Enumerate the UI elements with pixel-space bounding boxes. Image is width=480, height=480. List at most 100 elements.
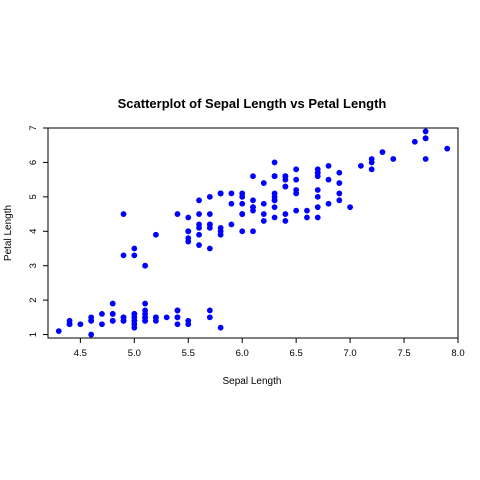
data-point bbox=[422, 156, 429, 162]
data-point bbox=[336, 169, 343, 176]
data-point bbox=[347, 204, 354, 211]
data-point bbox=[411, 138, 418, 145]
data-point bbox=[368, 166, 375, 173]
data-point bbox=[336, 190, 343, 197]
y-tick-label: 2 bbox=[28, 297, 39, 302]
data-point bbox=[390, 156, 397, 162]
data-point bbox=[196, 242, 202, 248]
data-point bbox=[185, 321, 192, 328]
x-tick-label: 7.0 bbox=[343, 348, 356, 359]
chart-title: Scatterplot of Sepal Length vs Petal Len… bbox=[118, 96, 387, 111]
data-point bbox=[314, 187, 321, 193]
data-point bbox=[260, 200, 267, 207]
data-point bbox=[314, 193, 321, 200]
data-point bbox=[120, 317, 127, 324]
data-point bbox=[55, 328, 62, 335]
data-point bbox=[271, 193, 278, 200]
data-point bbox=[174, 307, 181, 314]
y-axis-label: Petal Length bbox=[3, 205, 14, 261]
x-tick-label: 4.5 bbox=[74, 348, 87, 359]
data-point bbox=[336, 180, 343, 186]
data-point bbox=[314, 169, 321, 176]
data-point bbox=[196, 211, 202, 217]
data-point bbox=[185, 214, 192, 221]
data-point bbox=[282, 218, 289, 224]
data-point bbox=[314, 204, 321, 211]
data-point bbox=[131, 245, 138, 252]
data-point bbox=[293, 176, 300, 183]
data-point bbox=[217, 324, 224, 331]
data-point bbox=[109, 317, 116, 324]
y-tick-label: 5 bbox=[28, 194, 39, 199]
data-point bbox=[174, 211, 181, 217]
data-points bbox=[55, 128, 451, 338]
data-point bbox=[196, 197, 202, 204]
data-point bbox=[77, 321, 84, 328]
data-point bbox=[250, 207, 256, 214]
data-point bbox=[304, 207, 310, 214]
data-point bbox=[228, 221, 235, 228]
data-point bbox=[228, 200, 235, 207]
data-point bbox=[325, 176, 332, 183]
data-point bbox=[228, 190, 235, 197]
data-point bbox=[163, 314, 170, 321]
y-tick-label: 3 bbox=[28, 263, 39, 268]
data-point bbox=[282, 183, 289, 190]
data-point bbox=[325, 162, 332, 169]
data-point bbox=[357, 162, 364, 169]
y-axis: 1 2 3 4 5 6 7 bbox=[28, 125, 48, 337]
data-point bbox=[174, 321, 181, 328]
data-point bbox=[131, 317, 138, 324]
data-point bbox=[174, 314, 181, 321]
data-point bbox=[206, 307, 213, 314]
data-point bbox=[379, 149, 386, 156]
plot-frame bbox=[47, 127, 459, 339]
y-tick-label: 7 bbox=[28, 125, 39, 130]
data-point bbox=[196, 221, 202, 228]
data-point bbox=[185, 238, 192, 245]
x-axis-label: Sepal Length bbox=[223, 376, 282, 387]
data-point bbox=[271, 214, 278, 221]
data-point bbox=[325, 200, 332, 207]
data-point bbox=[109, 300, 116, 307]
data-point bbox=[88, 331, 95, 338]
x-axis: 4.5 5.0 5.5 6.0 6.5 7.0 7.5 8.0 bbox=[74, 338, 465, 359]
data-point bbox=[131, 252, 138, 259]
x-tick-label: 5.0 bbox=[128, 348, 141, 359]
data-point bbox=[293, 187, 300, 193]
data-point bbox=[99, 311, 105, 317]
data-point bbox=[260, 211, 267, 217]
data-point bbox=[260, 218, 267, 224]
data-point bbox=[88, 317, 95, 324]
x-tick-label: 6.0 bbox=[236, 348, 249, 359]
x-tick-label: 5.5 bbox=[182, 348, 195, 359]
x-tick-label: 8.0 bbox=[451, 348, 464, 359]
data-point bbox=[444, 145, 451, 152]
data-point bbox=[271, 204, 278, 211]
y-tick-label: 4 bbox=[28, 229, 39, 234]
data-point bbox=[336, 197, 343, 204]
data-point bbox=[206, 245, 213, 252]
data-point bbox=[282, 211, 289, 217]
data-point bbox=[131, 311, 138, 317]
data-point bbox=[422, 128, 429, 135]
data-point bbox=[304, 214, 310, 221]
data-point bbox=[142, 311, 149, 317]
data-point bbox=[239, 200, 246, 207]
data-point bbox=[239, 193, 246, 200]
data-point bbox=[260, 180, 267, 186]
x-tick-label: 7.5 bbox=[397, 348, 410, 359]
data-point bbox=[206, 224, 213, 231]
data-point bbox=[120, 211, 127, 217]
data-point bbox=[99, 321, 105, 328]
y-tick-label: 6 bbox=[28, 160, 39, 165]
data-point bbox=[142, 262, 149, 269]
data-point bbox=[152, 231, 159, 238]
data-point bbox=[250, 228, 256, 235]
data-point bbox=[217, 190, 224, 197]
data-point bbox=[271, 173, 278, 180]
data-point bbox=[239, 211, 246, 217]
data-point bbox=[239, 228, 246, 235]
data-point bbox=[120, 252, 127, 259]
